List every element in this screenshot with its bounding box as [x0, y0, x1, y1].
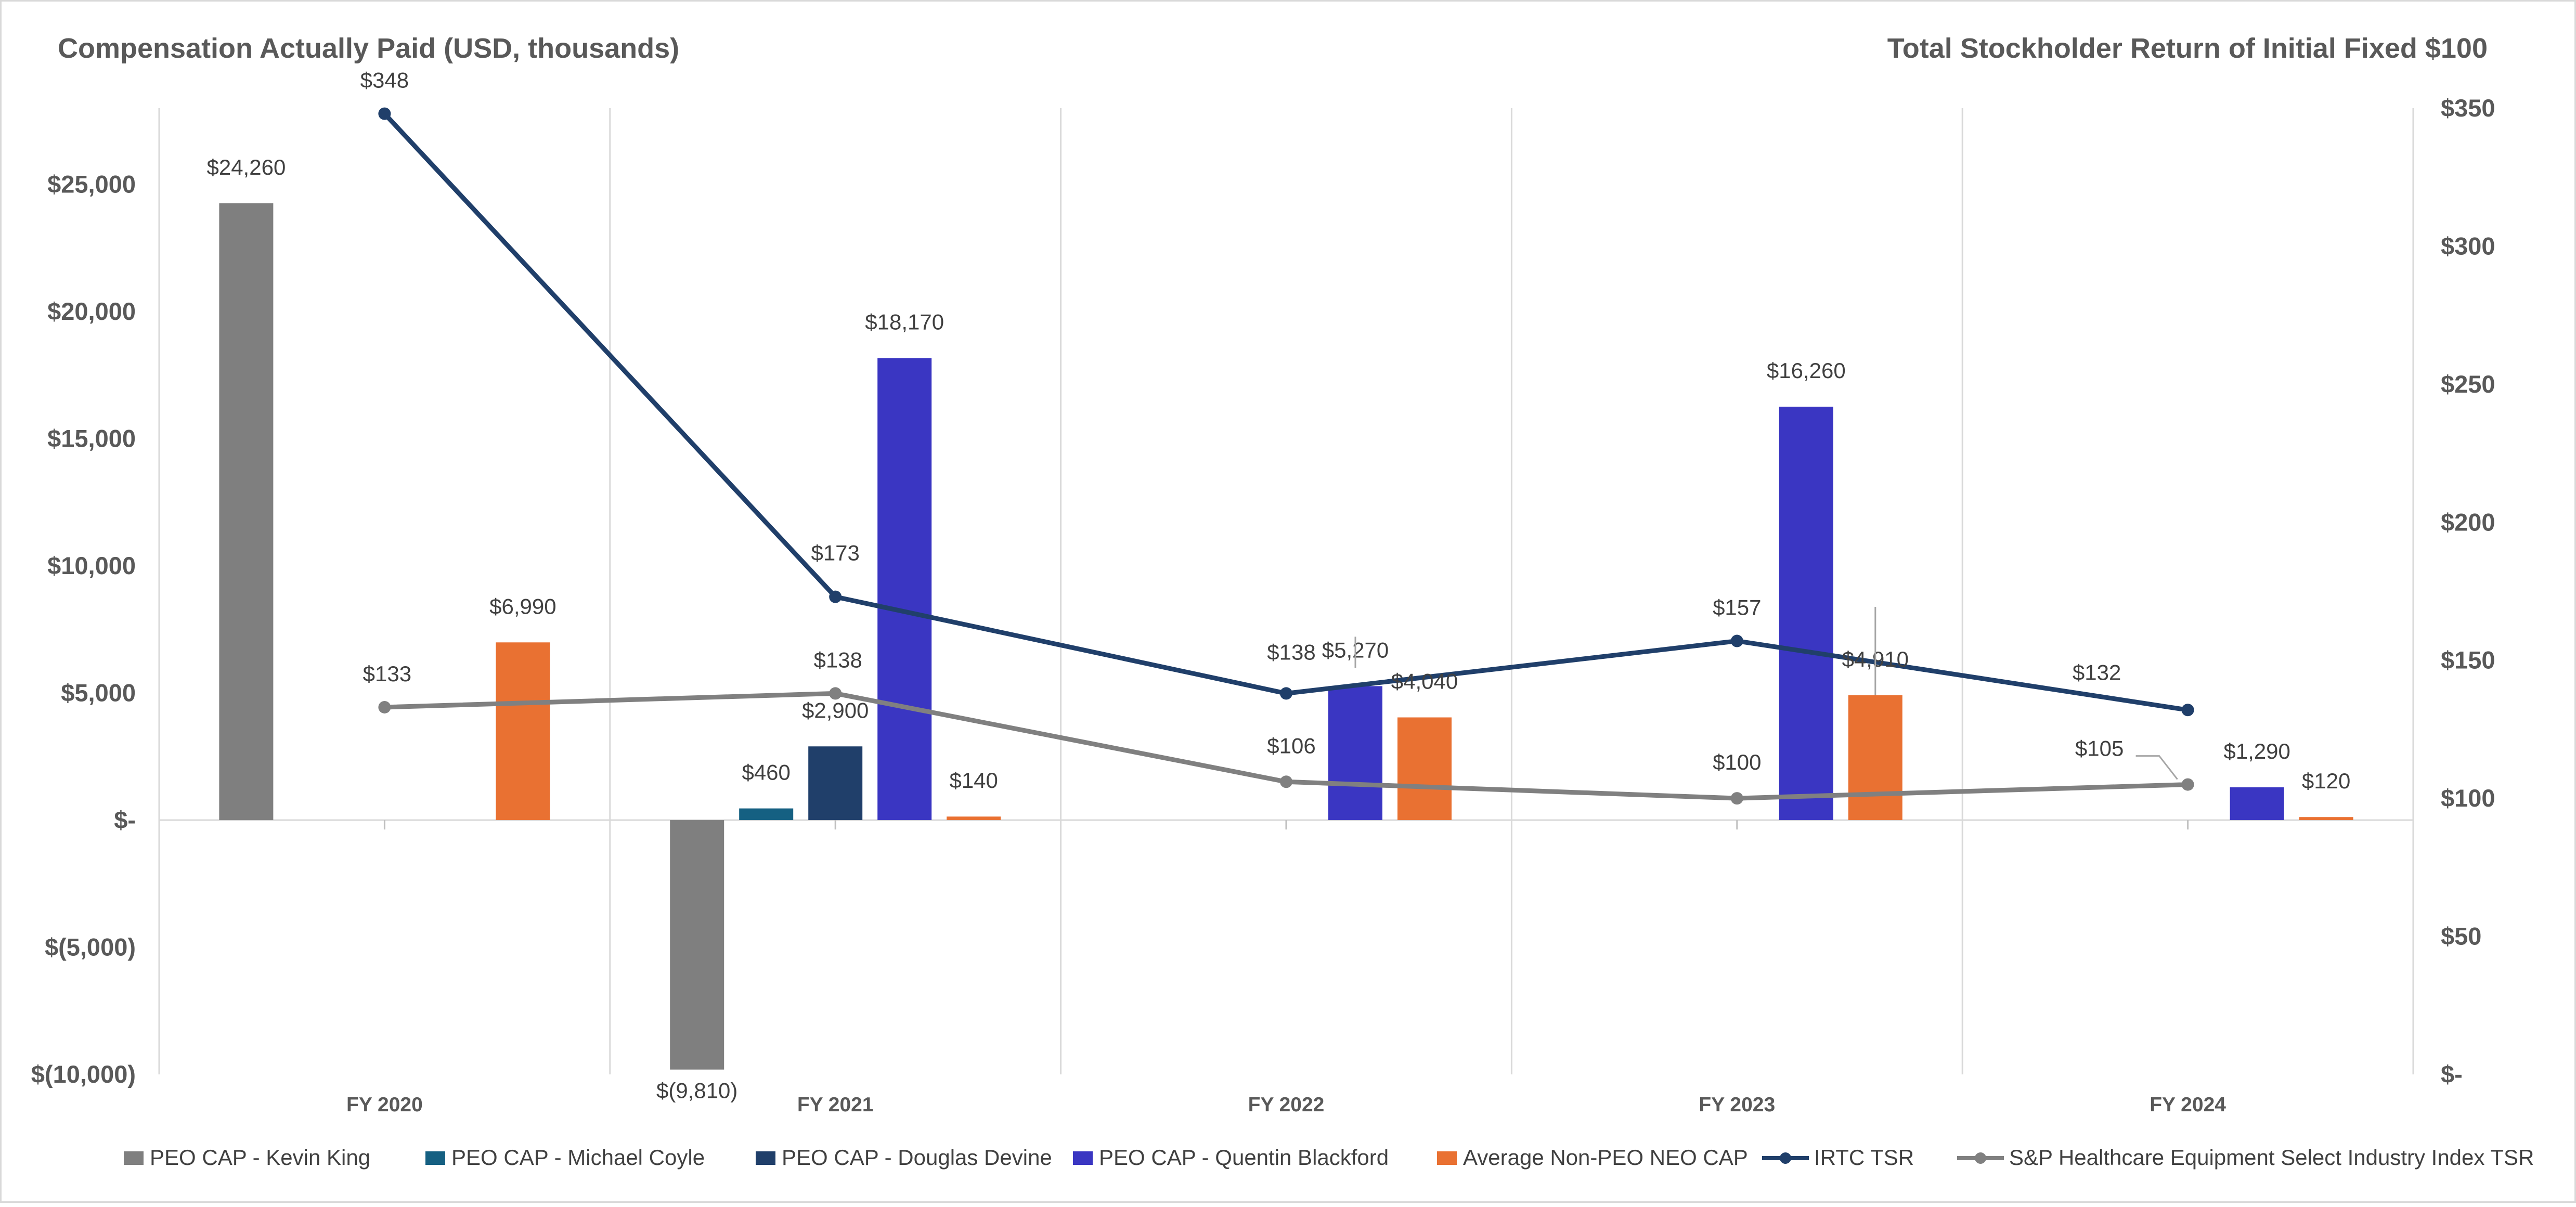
point-irtc-tsr-fy-2024: [2181, 704, 2194, 717]
right-axis-tick-label: $200: [2441, 508, 2495, 536]
legend-item-s-p-healthcare-equipment-select-industry-index-tsr: S&P Healthcare Equipment Select Industry…: [1957, 1145, 2534, 1170]
bar-value-label: $1,290: [2223, 739, 2290, 763]
legend-label: IRTC TSR: [1814, 1145, 1914, 1170]
right-axis-tick-label: $100: [2441, 784, 2495, 812]
bar-value-label: $4,040: [1391, 669, 1458, 694]
bar-peo-cap-kevin-king-fy-2020: [219, 203, 274, 821]
bar-peo-cap-quentin-blackford-fy-2023: [1779, 407, 1833, 821]
bar-average-non-peo-neo-cap-fy-2020: [496, 642, 550, 821]
point-irtc-tsr-fy-2022: [1280, 687, 1292, 700]
right-chart-title: Total Stockholder Return of Initial Fixe…: [1887, 33, 2488, 64]
bar-value-label: $6,990: [489, 594, 556, 618]
legend-swatch: [1437, 1151, 1457, 1165]
legend-marker: [1780, 1152, 1791, 1164]
bar-value-label: $(9,810): [656, 1079, 737, 1103]
point-s-p-healthcare-equipment-select-industry-index-tsr-fy-2022: [1280, 775, 1292, 788]
bar-peo-cap-michael-coyle-fy-2021: [739, 808, 794, 821]
legend-marker: [1975, 1152, 1986, 1164]
line-value-label: $132: [2073, 660, 2121, 684]
bar-average-non-peo-neo-cap-fy-2022: [1397, 717, 1452, 821]
bar-peo-cap-kevin-king-fy-2021: [670, 820, 724, 1070]
bar-value-label: $2,900: [802, 698, 869, 722]
data-labels-layer: $24,260$(9,810)$460$2,900$18,170$5,270$1…: [206, 68, 2350, 1103]
point-s-p-healthcare-equipment-select-industry-index-tsr-fy-2024: [2181, 778, 2194, 791]
right-axis-tick-label: $150: [2441, 646, 2495, 674]
legend-item-peo-cap-kevin-king: PEO CAP - Kevin King: [124, 1145, 370, 1170]
legend-label: Average Non-PEO NEO CAP: [1463, 1145, 1748, 1170]
category-label-fy-2023: FY 2023: [1699, 1094, 1775, 1116]
category-label-fy-2021: FY 2021: [797, 1094, 874, 1116]
line-value-label: $133: [363, 661, 411, 686]
bar-value-label: $140: [949, 768, 998, 793]
category-label-fy-2020: FY 2020: [346, 1094, 423, 1116]
bar-average-non-peo-neo-cap-fy-2024: [2299, 817, 2353, 821]
line-series-layer: [378, 107, 2194, 805]
legend-item-peo-cap-michael-coyle: PEO CAP - Michael Coyle: [425, 1145, 705, 1170]
legend: PEO CAP - Kevin King PEO CAP - Michael Co…: [124, 1145, 2534, 1170]
point-s-p-healthcare-equipment-select-industry-index-tsr-fy-2021: [829, 687, 842, 700]
bar-peo-cap-douglas-devine-fy-2021: [808, 746, 863, 821]
point-irtc-tsr-fy-2020: [378, 107, 391, 120]
right-axis-tick-label: $-: [2441, 1060, 2463, 1088]
line-value-label: $106: [1267, 733, 1315, 758]
line-value-label: $173: [811, 541, 859, 565]
legend-item-irtc-tsr: IRTC TSR: [1762, 1145, 1914, 1170]
bar-series-layer: [219, 203, 2353, 1070]
legend-label: PEO CAP - Quentin Blackford: [1099, 1145, 1389, 1170]
axes: $(10,000) $(5,000) $- $5,000 $10,000 $15,000 $…: [31, 94, 2495, 1116]
left-axis-tick-label: $25,000: [47, 171, 136, 198]
legend-label: PEO CAP - Douglas Devine: [782, 1145, 1052, 1170]
gridlines: [158, 108, 2414, 1074]
legend-label: PEO CAP - Michael Coyle: [451, 1145, 705, 1170]
point-s-p-healthcare-equipment-select-industry-index-tsr-fy-2020: [378, 700, 391, 713]
category-label-fy-2024: FY 2024: [2150, 1094, 2226, 1116]
left-axis-tick-label: $(5,000): [45, 933, 136, 961]
legend-swatch: [425, 1151, 445, 1165]
category-label-fy-2022: FY 2022: [1248, 1094, 1325, 1116]
right-axis-tick-label: $350: [2441, 94, 2495, 122]
left-axis-tick-label: $5,000: [61, 679, 136, 707]
left-axis-tick-label: $-: [114, 806, 136, 834]
legend-swatch: [756, 1151, 775, 1165]
legend-swatch: [1073, 1151, 1093, 1165]
point-irtc-tsr-fy-2023: [1730, 634, 1743, 647]
point-irtc-tsr-fy-2021: [829, 590, 842, 603]
line-irtc-tsr: [383, 112, 2189, 712]
leader-line: [2135, 755, 2178, 780]
legend-item-average-non-peo-neo-cap: Average Non-PEO NEO CAP: [1437, 1145, 1748, 1170]
point-s-p-healthcare-equipment-select-industry-index-tsr-fy-2023: [1730, 792, 1743, 805]
bar-value-label: $18,170: [865, 310, 944, 334]
legend-label: S&P Healthcare Equipment Select Industry…: [2009, 1145, 2534, 1170]
bar-average-non-peo-neo-cap-fy-2023: [1848, 695, 1902, 821]
left-axis-tick-label: $10,000: [47, 552, 136, 579]
bar-peo-cap-quentin-blackford-fy-2022: [1328, 686, 1382, 821]
bar-value-label: $16,260: [1767, 358, 1846, 383]
legend-swatch: [124, 1151, 144, 1165]
left-axis-tick-label: $(10,000): [31, 1060, 136, 1088]
bar-value-label: $24,260: [206, 155, 286, 179]
legend-label: PEO CAP - Kevin King: [150, 1145, 370, 1170]
left-axis-tick-label: $15,000: [47, 425, 136, 452]
bar-value-label: $460: [742, 760, 790, 785]
legend-item-peo-cap-quentin-blackford: PEO CAP - Quentin Blackford: [1073, 1145, 1389, 1170]
line-value-label: $105: [2075, 736, 2124, 761]
right-axis-tick-label: $250: [2441, 370, 2495, 398]
line-value-label: $157: [1713, 595, 1761, 620]
line-value-label: $138: [813, 647, 862, 672]
line-value-label: $348: [360, 68, 409, 93]
left-axis-tick-label: $20,000: [47, 297, 136, 325]
right-axis-tick-label: $300: [2441, 232, 2495, 259]
line-value-label: $100: [1713, 750, 1761, 774]
bar-peo-cap-quentin-blackford-fy-2021: [877, 358, 932, 821]
left-chart-title: Compensation Actually Paid (USD, thousan…: [58, 33, 679, 64]
right-axis-tick-label: $50: [2441, 923, 2481, 950]
bar-value-label: $120: [2302, 769, 2350, 793]
bar-average-non-peo-neo-cap-fy-2021: [947, 816, 1001, 821]
bar-peo-cap-quentin-blackford-fy-2024: [2230, 787, 2284, 821]
legend-item-peo-cap-douglas-devine: PEO CAP - Douglas Devine: [756, 1145, 1052, 1170]
line-value-label: $138: [1267, 640, 1315, 664]
